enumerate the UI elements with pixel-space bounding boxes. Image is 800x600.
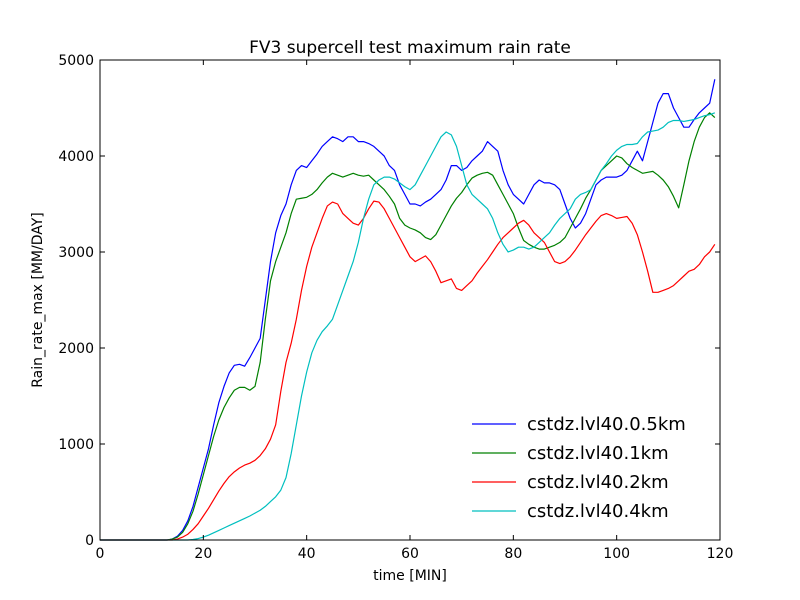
x-tick-label: 20 — [194, 546, 212, 562]
y-tick-label: 1000 — [58, 437, 94, 453]
legend-label-1: cstdz.lvl40.0.5km — [527, 414, 686, 435]
chart-title: FV3 supercell test maximum rain rate — [249, 38, 571, 58]
y-tick-label: 2000 — [58, 341, 94, 357]
legend-label-3: cstdz.lvl40.2km — [527, 472, 669, 493]
axis-ticks: 0 20 40 60 80 100 120 0 1000 2000 3000 4000 5000 — [58, 53, 733, 562]
legend: cstdz.lvl40.0.5km cstdz.lvl40.1km cstdz.lv… — [472, 414, 686, 522]
legend-label-2: cstdz.lvl40.1km — [527, 443, 669, 464]
x-tick-label: 0 — [96, 546, 105, 562]
x-axis-label: time [MIN] — [373, 568, 447, 584]
x-tick-label: 120 — [707, 546, 734, 562]
series-line-1 — [100, 79, 716, 541]
x-tick-label: 80 — [504, 546, 522, 562]
x-tick-label: 60 — [401, 546, 419, 562]
series-line-2 — [100, 112, 716, 541]
x-tick-label: 40 — [298, 546, 316, 562]
y-tick-label: 5000 — [58, 53, 94, 69]
x-tick-label: 100 — [603, 546, 630, 562]
y-axis-label: Rain_rate_max [MM/DAY] — [30, 212, 46, 388]
legend-label-4: cstdz.lvl40.4km — [527, 501, 669, 522]
y-tick-label: 3000 — [58, 245, 94, 261]
series-line-3 — [100, 200, 716, 541]
y-tick-label: 0 — [85, 533, 94, 549]
y-tick-label: 4000 — [58, 149, 94, 165]
series-line-4 — [100, 112, 716, 541]
